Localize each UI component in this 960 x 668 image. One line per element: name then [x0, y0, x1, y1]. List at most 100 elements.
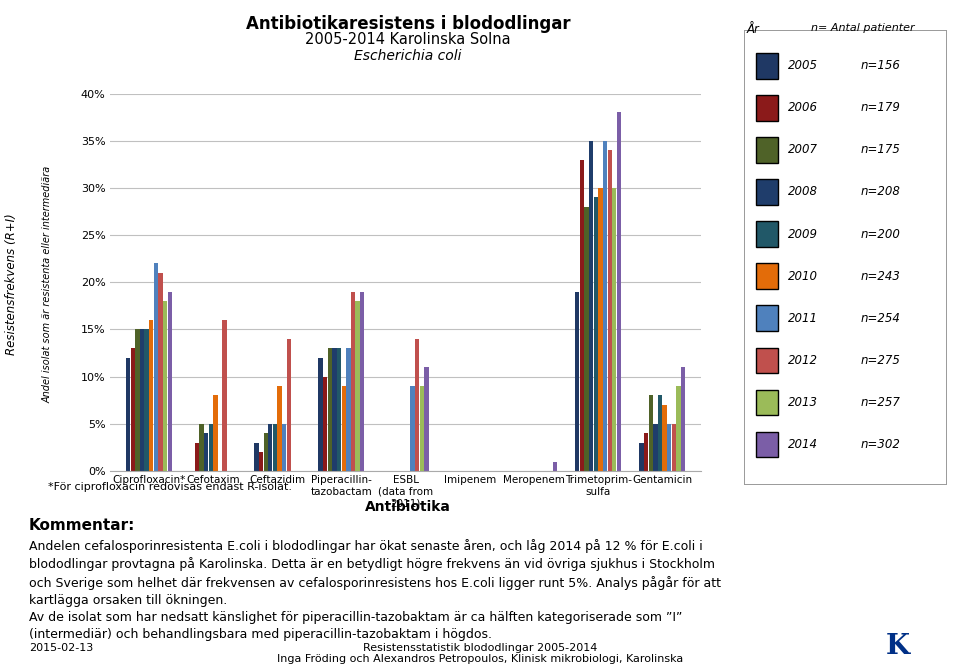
Text: 2010: 2010: [788, 270, 818, 283]
Bar: [350, 292, 355, 471]
Text: 2011: 2011: [788, 312, 818, 325]
Bar: [273, 424, 277, 471]
Bar: [195, 443, 199, 471]
Text: 2012: 2012: [788, 354, 818, 367]
Bar: [282, 424, 286, 471]
FancyBboxPatch shape: [756, 221, 779, 246]
Bar: [268, 424, 273, 471]
Bar: [585, 207, 588, 471]
FancyBboxPatch shape: [756, 95, 779, 121]
Bar: [337, 348, 341, 471]
FancyBboxPatch shape: [756, 263, 779, 289]
Text: 2008: 2008: [788, 186, 818, 198]
Text: Andelen cefalosporinresistenta E.coli i blododlingar har ökat senaste åren, och : Andelen cefalosporinresistenta E.coli i …: [29, 539, 721, 641]
FancyBboxPatch shape: [756, 305, 779, 331]
Bar: [319, 358, 323, 471]
Bar: [360, 292, 365, 471]
Bar: [658, 395, 662, 471]
Text: 2009: 2009: [788, 228, 818, 240]
Text: n=179: n=179: [861, 102, 900, 114]
Text: n=156: n=156: [861, 59, 900, 72]
Text: Antibiotika: Antibiotika: [365, 500, 451, 514]
Bar: [415, 339, 420, 471]
Text: 2006: 2006: [788, 102, 818, 114]
Bar: [277, 386, 281, 471]
Text: 2013: 2013: [788, 395, 818, 409]
Bar: [144, 329, 149, 471]
Bar: [355, 301, 360, 471]
Bar: [593, 197, 598, 471]
Bar: [332, 348, 337, 471]
Text: n=275: n=275: [861, 354, 900, 367]
FancyBboxPatch shape: [756, 179, 779, 204]
Bar: [327, 348, 332, 471]
Bar: [667, 424, 671, 471]
Bar: [653, 424, 658, 471]
Bar: [644, 433, 648, 471]
FancyBboxPatch shape: [756, 389, 779, 415]
Bar: [608, 150, 612, 471]
FancyBboxPatch shape: [756, 53, 779, 79]
Bar: [612, 188, 616, 471]
Bar: [347, 348, 350, 471]
Text: Andel isolat som är resistenta eller intermediära: Andel isolat som är resistenta eller int…: [43, 165, 53, 403]
Text: 2005-2014 Karolinska Solna: 2005-2014 Karolinska Solna: [305, 32, 511, 47]
Text: n=302: n=302: [861, 438, 900, 451]
Bar: [131, 348, 135, 471]
Bar: [126, 358, 131, 471]
Bar: [200, 424, 204, 471]
Bar: [204, 433, 208, 471]
Bar: [553, 462, 557, 471]
Bar: [410, 386, 415, 471]
FancyBboxPatch shape: [756, 137, 779, 162]
Bar: [580, 160, 584, 471]
Text: 2015-02-13: 2015-02-13: [29, 643, 93, 653]
Bar: [254, 443, 258, 471]
Bar: [649, 395, 653, 471]
Bar: [676, 386, 681, 471]
Bar: [264, 433, 268, 471]
Text: 2007: 2007: [788, 144, 818, 156]
Bar: [616, 112, 621, 471]
Bar: [208, 424, 213, 471]
Bar: [140, 329, 144, 471]
Bar: [420, 386, 424, 471]
Text: Antibiotikaresistens i blododlingar: Antibiotikaresistens i blododlingar: [246, 15, 570, 33]
Text: n= Antal patienter: n= Antal patienter: [811, 23, 915, 33]
Bar: [589, 141, 593, 471]
Text: Resistensfrekvens (R+I): Resistensfrekvens (R+I): [5, 213, 18, 355]
Bar: [135, 329, 139, 471]
Bar: [158, 273, 162, 471]
Bar: [603, 141, 608, 471]
Bar: [213, 395, 218, 471]
Text: n=175: n=175: [861, 144, 900, 156]
Text: *För ciprofloxacin redovisas endast R-isolat.: *För ciprofloxacin redovisas endast R-is…: [48, 482, 292, 492]
Bar: [287, 339, 291, 471]
Text: n=257: n=257: [861, 395, 900, 409]
Bar: [424, 367, 428, 471]
Text: 2005: 2005: [788, 59, 818, 72]
Text: Kommentar:: Kommentar:: [29, 518, 135, 532]
Text: 2014: 2014: [788, 438, 818, 451]
Bar: [342, 386, 346, 471]
Bar: [639, 443, 643, 471]
Bar: [223, 320, 227, 471]
Text: n=254: n=254: [861, 312, 900, 325]
Bar: [259, 452, 263, 471]
FancyBboxPatch shape: [756, 432, 779, 457]
Text: K: K: [885, 633, 910, 660]
Bar: [662, 405, 667, 471]
FancyBboxPatch shape: [756, 347, 779, 373]
Text: n=243: n=243: [861, 270, 900, 283]
Text: n=200: n=200: [861, 228, 900, 240]
Bar: [575, 292, 580, 471]
Text: Resistensstatistik blododlingar 2005-2014
Inga Fröding och Alexandros Petropoulo: Resistensstatistik blododlingar 2005-201…: [276, 643, 684, 664]
Bar: [163, 301, 167, 471]
Bar: [324, 377, 327, 471]
Bar: [168, 292, 172, 471]
Bar: [149, 320, 154, 471]
Text: År: År: [747, 23, 759, 36]
Bar: [672, 424, 676, 471]
Bar: [681, 367, 685, 471]
Text: n=208: n=208: [861, 186, 900, 198]
